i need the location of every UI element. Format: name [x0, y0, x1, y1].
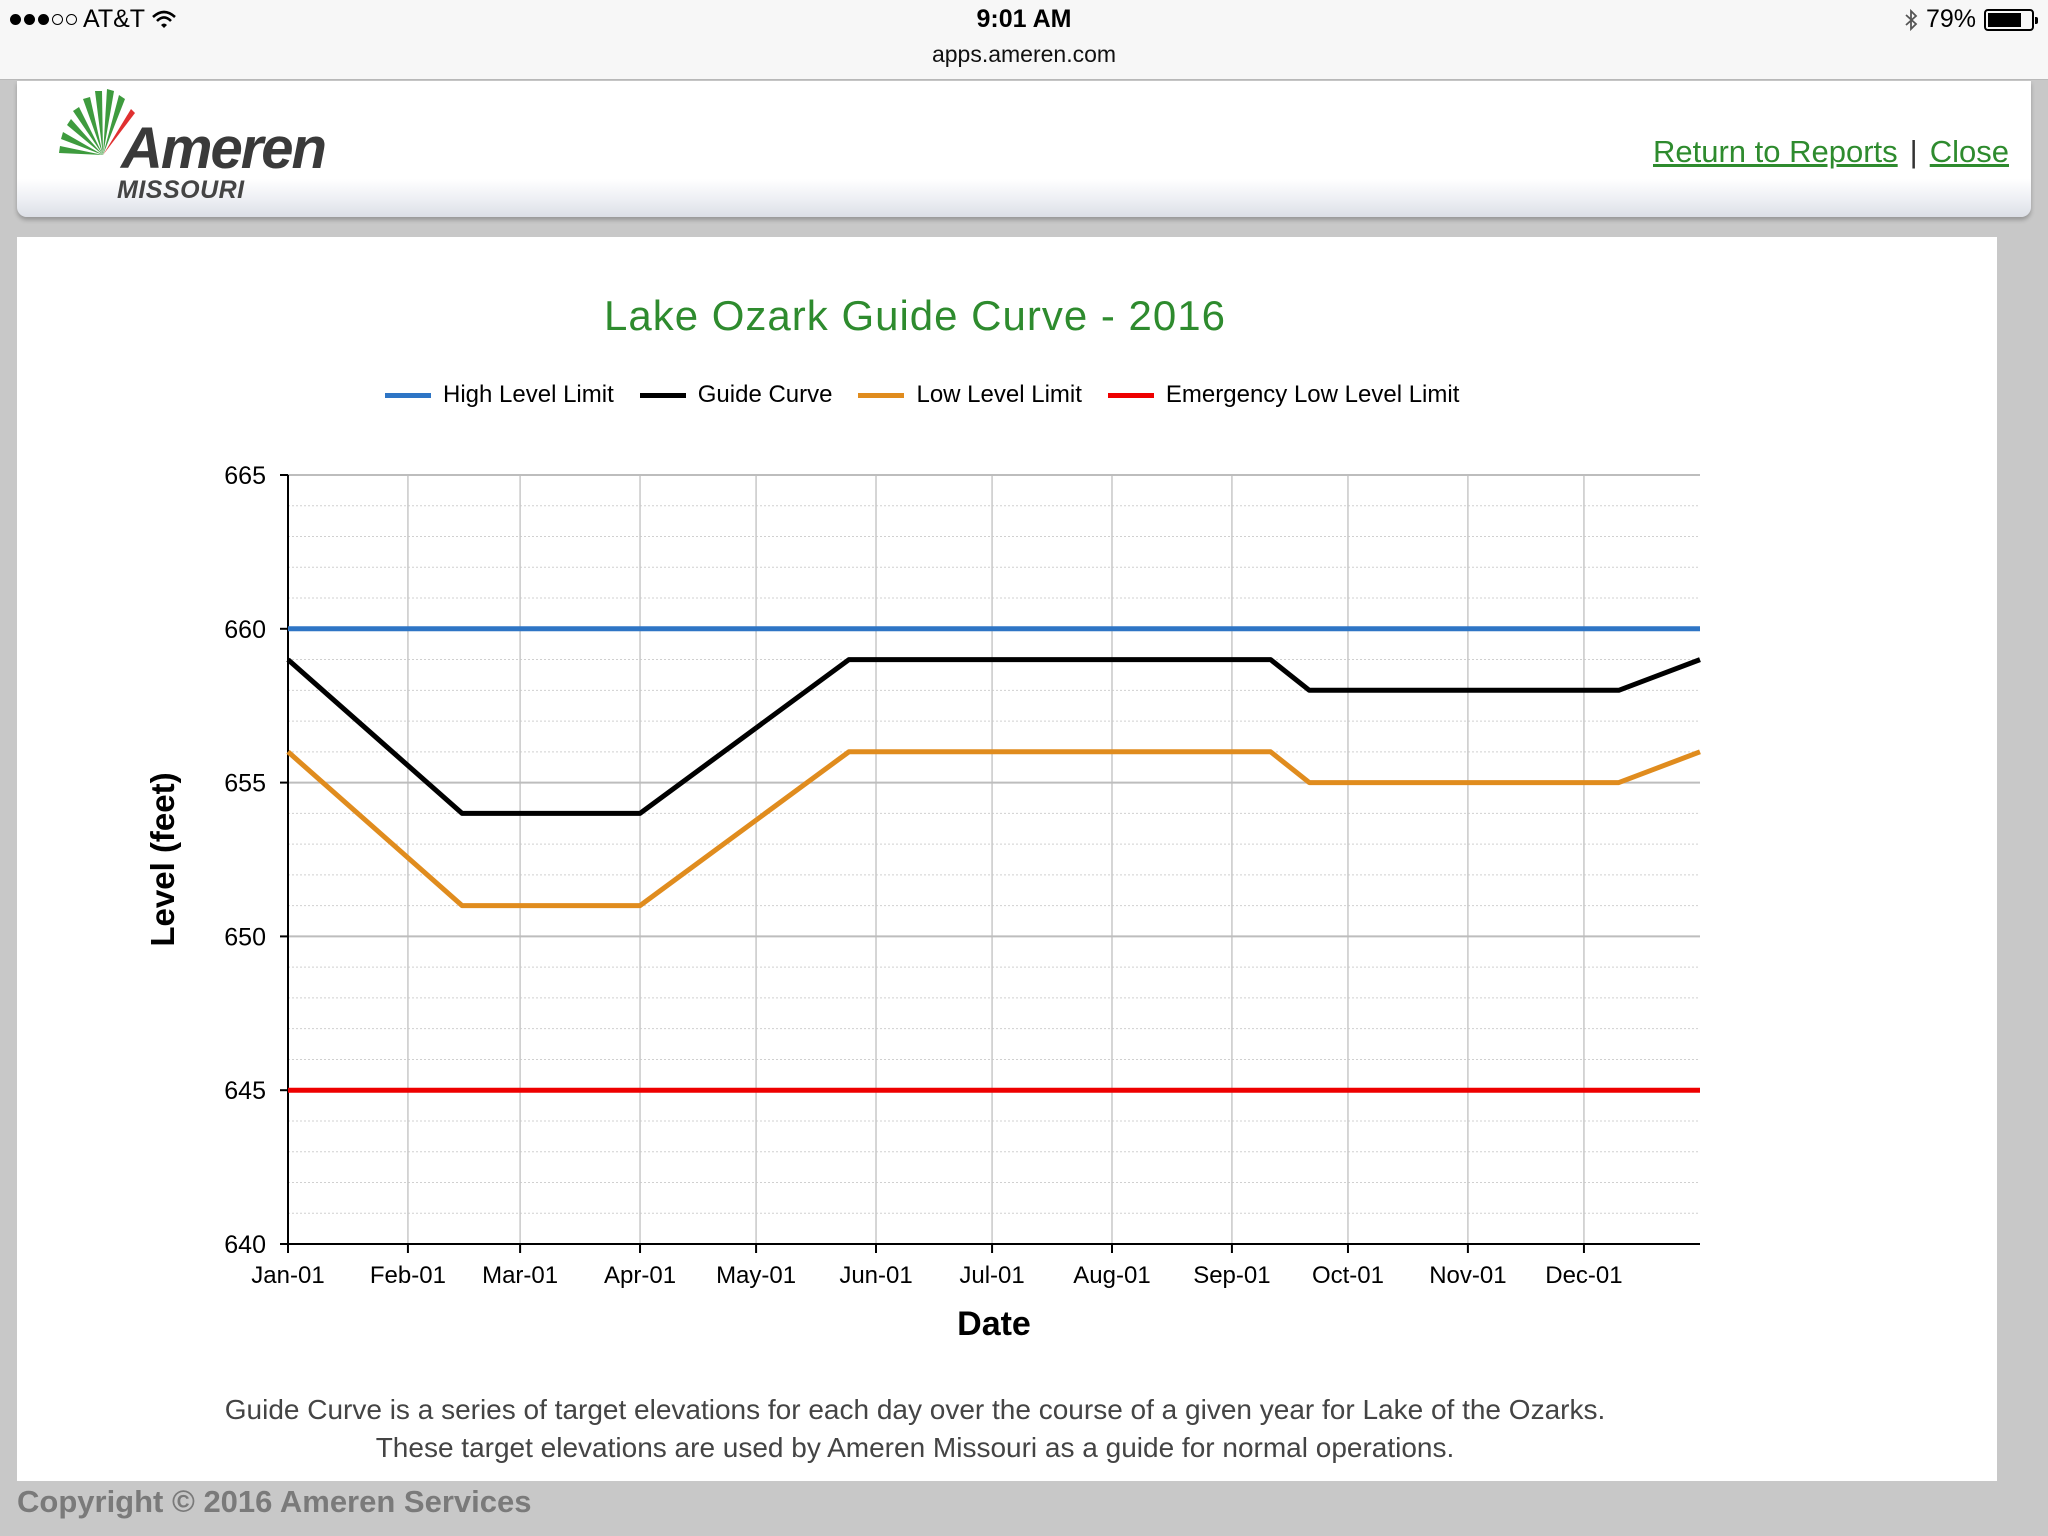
copyright-footer: Copyright © 2016 Ameren Services [17, 1484, 532, 1519]
y-tick-label: 665 [224, 462, 266, 490]
chart-caption: Guide Curve is a series of target elevat… [0, 1391, 1830, 1467]
ios-status-bar: AT&T 9:01 AM apps.ameren.com 79% [0, 0, 2048, 80]
signal-strength-icon [10, 14, 77, 25]
wifi-icon [152, 10, 176, 28]
series-line-guide-curve [286, 657, 1701, 816]
x-tick-label: Dec-01 [1545, 1262, 1622, 1289]
y-tick-label: 650 [224, 923, 266, 951]
x-tick-label: Jan-01 [251, 1262, 324, 1289]
site-header: Ameren MISSOURI Return to Reports | Close [17, 81, 2031, 217]
sunburst-logo-icon [59, 89, 135, 155]
y-tick-label: 660 [224, 616, 266, 644]
caption-line-1: Guide Curve is a series of target elevat… [224, 1394, 1606, 1425]
ameren-logo[interactable]: Ameren MISSOURI [53, 85, 327, 205]
x-tick-label: Jul-01 [959, 1262, 1024, 1289]
bluetooth-icon [1905, 8, 1918, 31]
x-tick-label: Feb-01 [370, 1262, 446, 1289]
close-link[interactable]: Close [1929, 134, 2009, 169]
chart-title: Lake Ozark Guide Curve - 2016 [604, 292, 1226, 339]
y-tick-label: 655 [224, 770, 266, 798]
legend-item-high-level-limit: High Level Limit [385, 381, 614, 409]
x-tick-label: Sep-01 [1193, 1262, 1270, 1289]
logo-subtitle: MISSOURI [117, 176, 245, 204]
caption-line-2: These target elevations are used by Amer… [375, 1432, 1455, 1463]
x-tick-label: Aug-01 [1073, 1262, 1150, 1289]
legend-swatch [639, 392, 686, 398]
x-tick-label: Jun-01 [839, 1262, 912, 1289]
y-tick-label: 645 [224, 1077, 266, 1105]
report-panel [17, 237, 1997, 1481]
x-tick-label: Mar-01 [482, 1262, 558, 1289]
chart-legend: High Level Limit Guide Curve Low Level Lim… [385, 381, 1485, 409]
carrier-signal: AT&T [10, 5, 177, 34]
logo-wordmark: Ameren [121, 116, 327, 181]
clock: 9:01 AM [976, 5, 1072, 33]
x-tick-label: Apr-01 [604, 1262, 676, 1289]
x-tick-label: Oct-01 [1312, 1262, 1384, 1289]
legend-label: Guide Curve [697, 381, 833, 408]
legend-label: Low Level Limit [916, 381, 1082, 408]
legend-item-low-level-limit: Low Level Limit [858, 381, 1082, 409]
legend-label: High Level Limit [443, 381, 614, 408]
legend-swatch [858, 392, 905, 398]
legend-swatch [385, 392, 431, 398]
address-bar-url[interactable]: apps.ameren.com [931, 41, 1117, 67]
legend-label: Emergency Low Level Limit [1165, 381, 1460, 408]
y-tick-label: 640 [224, 1231, 266, 1259]
battery-icon [1984, 8, 2038, 31]
series-line-low-level-limit [286, 749, 1701, 909]
return-to-reports-link[interactable]: Return to Reports [1653, 134, 1898, 169]
legend-item-guide-curve: Guide Curve [639, 381, 833, 409]
x-tick-label: Nov-01 [1429, 1262, 1506, 1289]
carrier-name: AT&T [83, 5, 146, 33]
legend-item-emergency-low-level-limit: Emergency Low Level Limit [1107, 381, 1460, 409]
battery-status: 79% [1904, 5, 2038, 34]
battery-percent: 79% [1925, 5, 1976, 33]
line-chart: 640 645 650 655 660 665 Jan-01 Feb-01 Mar-01 Apr-… [144, 462, 1701, 1343]
x-axis-title: Date [957, 1305, 1031, 1343]
x-tick-label: May-01 [716, 1262, 796, 1289]
y-axis-title: Level (feet) [144, 772, 181, 946]
legend-swatch [1107, 392, 1154, 398]
link-separator: | [1909, 134, 1918, 169]
header-links: Return to Reports | Close [1653, 134, 2009, 170]
